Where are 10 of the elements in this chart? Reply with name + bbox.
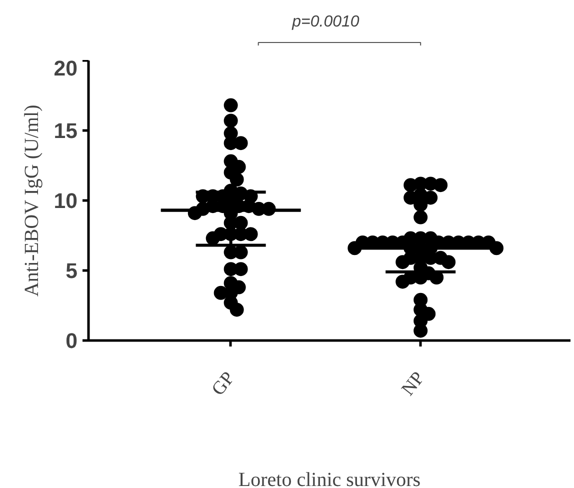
y-tick-label: 15	[54, 119, 78, 143]
y-tick-label: 10	[54, 189, 78, 213]
y-tick-label: 5	[66, 259, 78, 283]
x-tick-label: NP	[398, 368, 429, 400]
x-axis-title: Loreto clinic survivors	[238, 469, 421, 488]
x-tick-label: GP	[208, 368, 240, 400]
y-axis-title: Anti-EBOV IgG (U/ml)	[20, 104, 43, 297]
text: p=0.0010	[291, 14, 360, 30]
y-tick-label: 20	[54, 56, 78, 80]
y-tick-label: 0	[66, 329, 78, 353]
